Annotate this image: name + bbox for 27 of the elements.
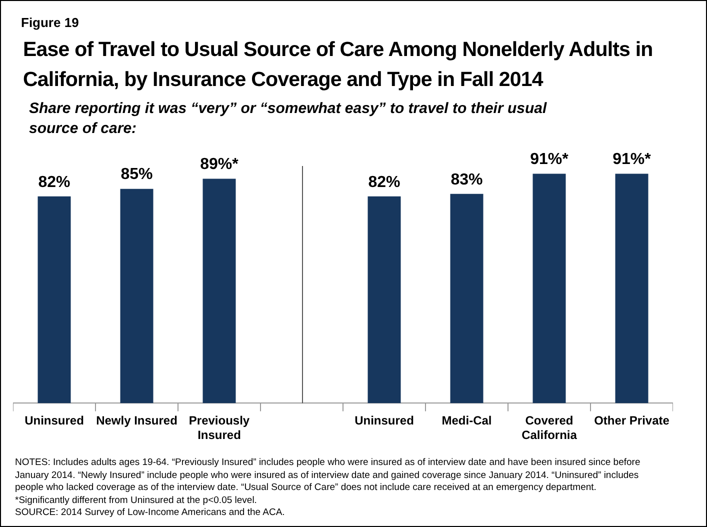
x-tick-label: Newly Insured [96,414,178,428]
x-tick-label: Medi-Cal [442,414,492,428]
source-note: SOURCE: 2014 Survey of Low-Income Americans and the ACA. [15,507,286,520]
bar [368,196,401,404]
bar [202,178,236,404]
x-tick-label: Previously Insured [188,414,250,442]
data-label: 83% [450,171,483,188]
data-label: 82% [38,174,70,191]
chart-subtitle: Share reporting it was “very” or “somewhat easy” to travel to their usual source of care: [29,99,548,139]
data-label: 89%* [200,156,240,174]
x-tick-label: Other Private [594,414,670,428]
bar [38,196,71,404]
data-label: 91%* [612,151,652,168]
chart-title: Ease of Travel to Usual Source of Care Among Nonelderly Adults in California, by Insurance Coverage and Type in Fall 2014 [23,37,654,93]
bar [615,174,648,404]
x-tick-label: Covered California [522,414,578,442]
data-label: 85% [120,166,153,184]
x-tick-label: Uninsured [24,414,84,428]
text: *Significantly different from Uninsured at the p<0.05 level. [15,494,258,507]
bar [532,174,566,404]
text: NOTES: Includes adults ages 19-64. “Previously Insured” includes people who were insured as of interview date and have been insured since before January 2014. “Newly Insured” include people who were insured as of interview date and gained coverage since January 2014. “Uninsured” includes people who lacked coverage as of the interview date. “Usual Source of Care” does not include care received at an emergency department. [15,457,642,494]
caption: Figure 19 [21,15,79,30]
x-tick-label: Uninsured [354,414,414,428]
data-label: 82% [368,174,400,191]
bar [120,188,154,404]
bar [450,194,484,404]
data-label: 91%* [530,151,570,168]
